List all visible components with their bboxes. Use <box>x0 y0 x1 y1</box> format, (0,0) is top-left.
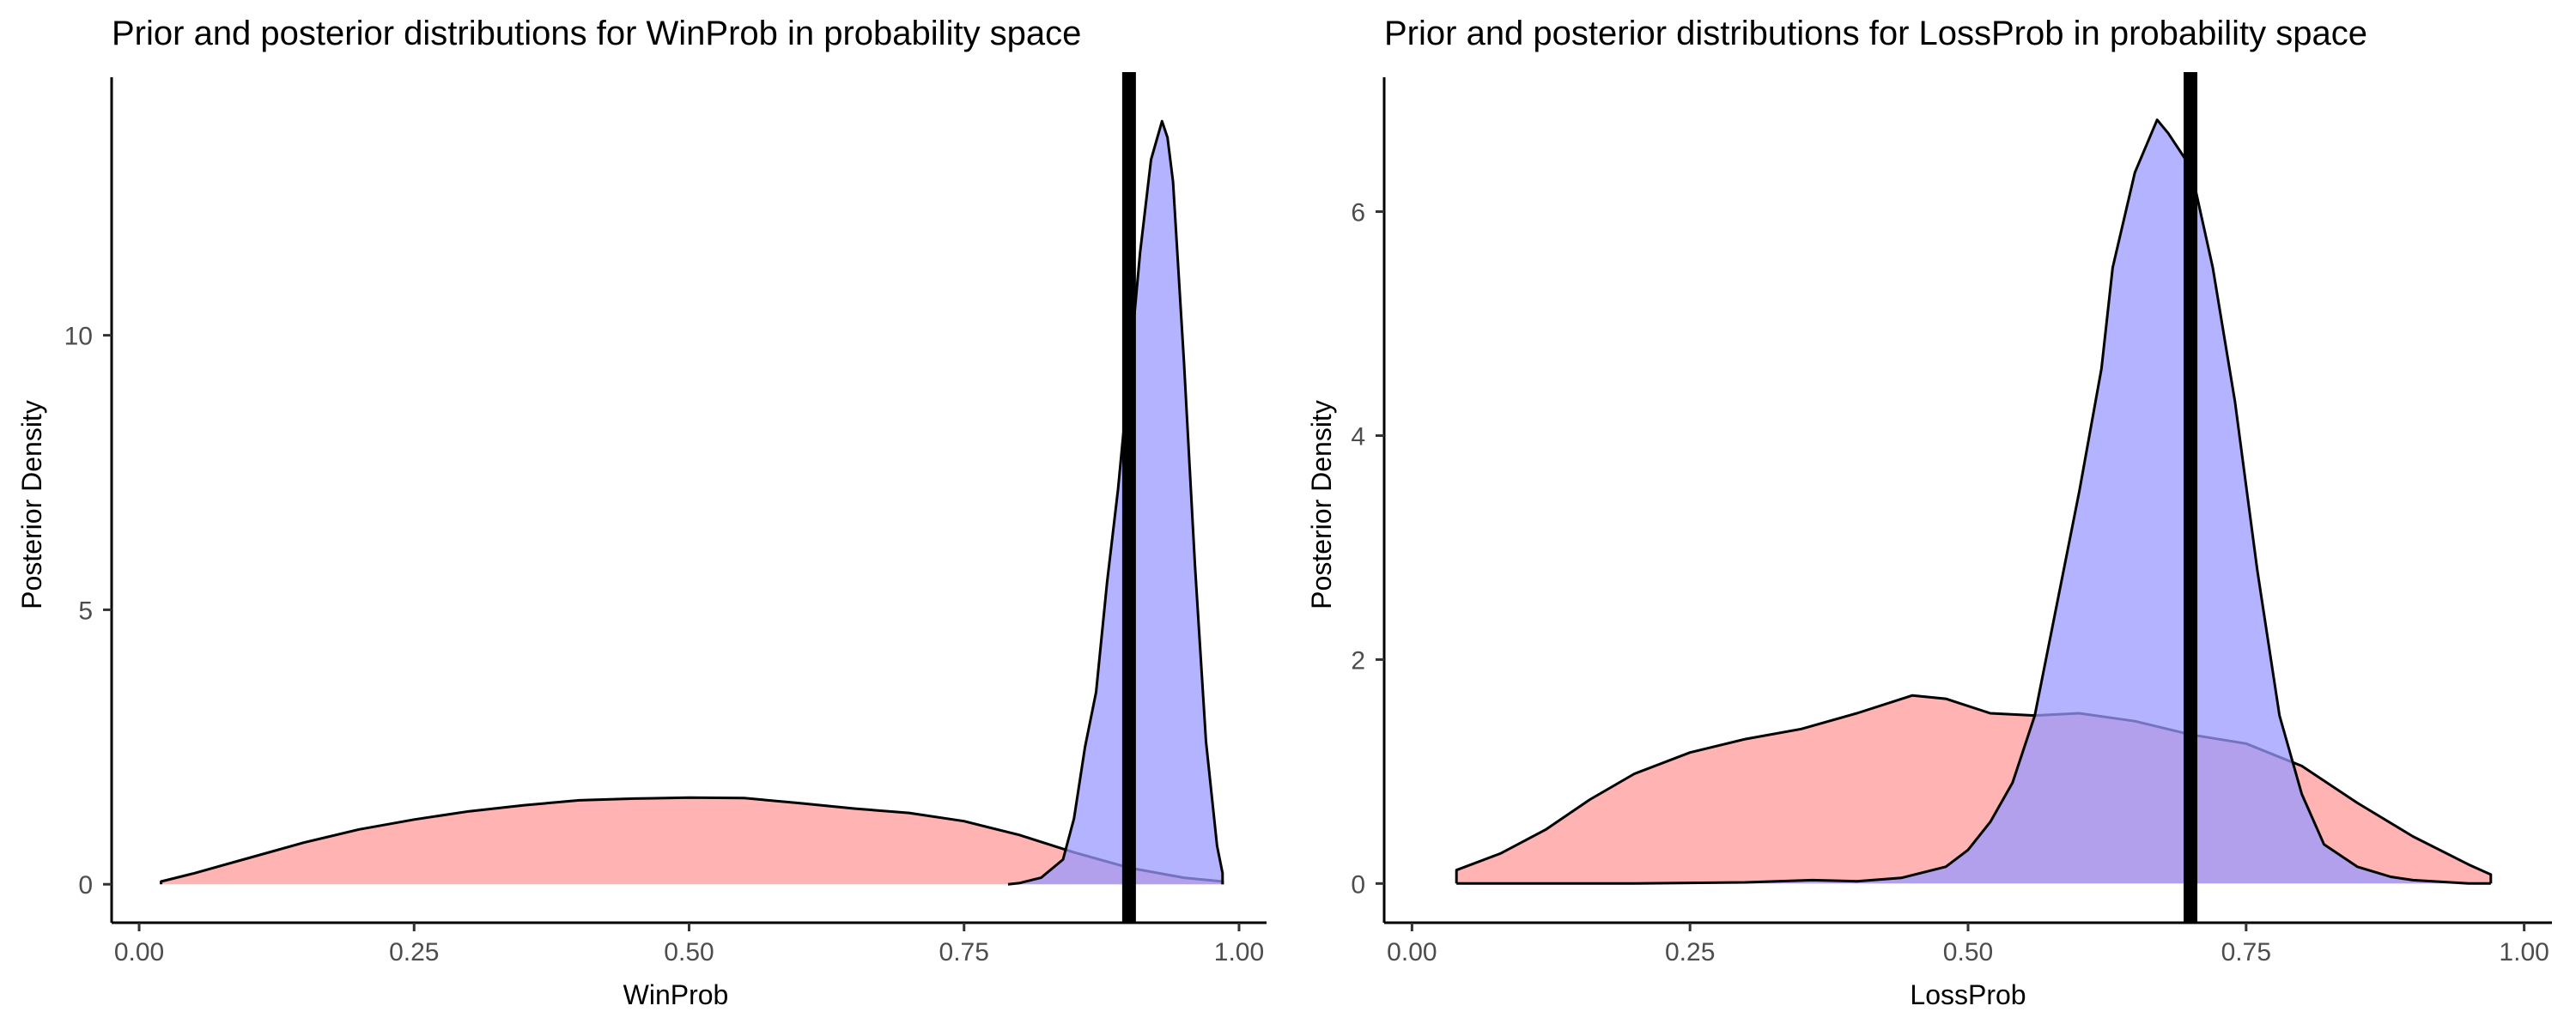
winprob-x-tick-label: 0.75 <box>939 938 989 966</box>
lossprob-plot-area: 0.00 0.25 0.50 0.75 1.00 0 2 4 6 <box>1351 72 2552 966</box>
lossprob-panel: Prior and posterior distributions for Lo… <box>1306 15 2552 1010</box>
winprob-y-tick-label: 0 <box>78 871 93 900</box>
winprob-y-tick-label: 5 <box>78 597 93 625</box>
lossprob-x-axis-title: LossProb <box>1910 979 2026 1010</box>
winprob-y-tick-label: 10 <box>64 323 93 351</box>
lossprob-y-tick-label: 0 <box>1351 870 1365 899</box>
winprob-posterior-density-area <box>1008 121 1223 885</box>
lossprob-chart-title: Prior and posterior distributions for Lo… <box>1384 15 2367 52</box>
winprob-prior-density-area <box>161 797 1223 885</box>
winprob-posterior-density-outline <box>1007 119 1224 886</box>
winprob-x-tick-label: 0.50 <box>664 938 714 966</box>
lossprob-y-tick-label: 6 <box>1351 199 1365 227</box>
winprob-y-axis-title: Posterior Density <box>16 400 47 609</box>
lossprob-x-tick-label: 1.00 <box>2499 938 2549 966</box>
lossprob-x-tick-label: 0.00 <box>1387 938 1437 966</box>
winprob-x-tick-label: 0.00 <box>114 938 164 966</box>
lossprob-x-tick-label: 0.25 <box>1665 938 1715 966</box>
lossprob-prior-density-outline <box>1455 694 2493 884</box>
lossprob-x-tick-label: 0.75 <box>2221 938 2271 966</box>
lossprob-posterior-density-outline <box>1456 118 2491 885</box>
winprob-x-tick-label: 1.00 <box>1214 938 1264 966</box>
lossprob-posterior-density-area <box>1456 119 2491 884</box>
winprob-x-tick-label: 0.25 <box>389 938 439 966</box>
winprob-panel: Prior and posterior distributions for Wi… <box>16 15 1267 1010</box>
lossprob-y-tick-label: 4 <box>1351 422 1365 451</box>
winprob-plot-area: 0.00 0.25 0.50 0.75 1.00 0 5 10 <box>64 72 1267 966</box>
lossprob-y-tick-label: 2 <box>1351 646 1365 675</box>
lossprob-x-tick-label: 0.50 <box>1943 938 1993 966</box>
winprob-x-axis-title: WinProb <box>623 979 729 1010</box>
lossprob-y-axis-title: Posterior Density <box>1306 400 1337 609</box>
winprob-chart-title: Prior and posterior distributions for Wi… <box>112 15 1081 52</box>
